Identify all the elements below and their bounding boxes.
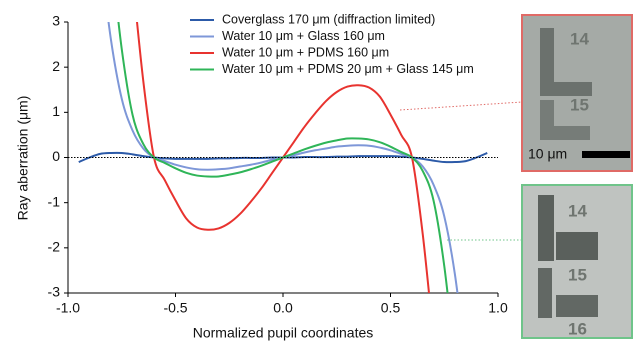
x-tick-label: 1.0 — [488, 300, 508, 316]
y-tick-label: -3 — [48, 284, 61, 300]
inset-pattern — [556, 232, 598, 260]
legend-label: Water 10 μm + PDMS 160 μm — [222, 45, 389, 59]
inset-pattern — [538, 268, 552, 318]
x-tick-label: -1.0 — [56, 300, 80, 316]
x-tick-label: 0.5 — [381, 300, 401, 316]
inset-label: 15 — [570, 95, 589, 114]
legend-label: Water 10 μm + PDMS 20 μm + Glass 145 μm — [222, 62, 474, 76]
inset-label: 15 — [568, 265, 587, 284]
inset-pattern — [540, 126, 590, 140]
y-tick-label: 2 — [52, 58, 60, 74]
y-tick-label: 3 — [52, 13, 60, 29]
legend-label: Water 10 μm + Glass 160 μm — [222, 29, 385, 43]
y-tick-label: -2 — [48, 239, 61, 255]
y-tick-label: 0 — [52, 148, 60, 164]
figure: Ray aberration (μm) Normalized pupil coo… — [0, 0, 633, 346]
x-axis-label: Normalized pupil coordinates — [193, 325, 374, 341]
inset-pattern — [556, 295, 598, 317]
inset-label: 16 — [568, 319, 587, 338]
inset-label: 14 — [570, 29, 589, 48]
y-tick-label: -1 — [48, 193, 61, 209]
scale-bar-label: 10 μm — [528, 146, 567, 162]
connector — [400, 102, 522, 110]
x-tick-label: -0.5 — [163, 300, 187, 316]
y-tick-label: 1 — [52, 103, 60, 119]
inset-label: 14 — [568, 201, 587, 220]
x-tick-label: 0.0 — [273, 300, 293, 316]
y-axis-label: Ray aberration (μm) — [15, 96, 31, 221]
inset-pattern — [538, 195, 554, 261]
scale-bar — [582, 151, 630, 158]
inset-pattern — [540, 82, 592, 96]
legend-label: Coverglass 170 μm (diffraction limited) — [222, 12, 435, 26]
